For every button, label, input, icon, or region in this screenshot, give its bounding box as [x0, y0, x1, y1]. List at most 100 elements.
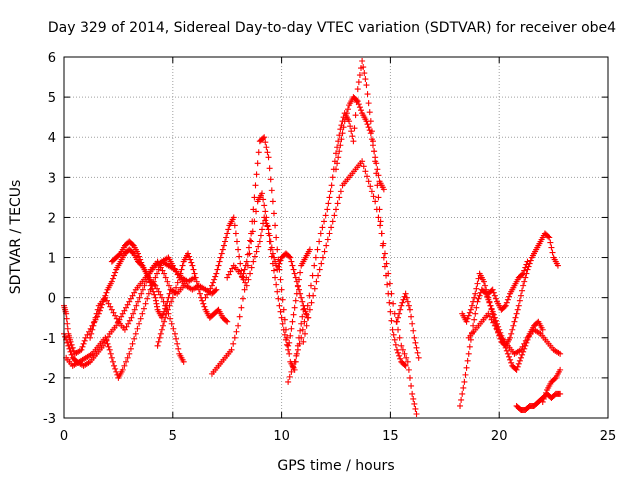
data-point	[399, 299, 406, 306]
data-point	[287, 332, 294, 339]
data-point	[367, 183, 374, 190]
data-point	[413, 410, 420, 417]
data-point	[311, 262, 318, 269]
data-point	[265, 226, 272, 233]
data-point	[176, 274, 183, 281]
data-point	[270, 254, 277, 261]
data-point	[133, 302, 140, 309]
data-point	[289, 262, 296, 269]
data-point	[274, 246, 281, 253]
data-point	[490, 319, 497, 326]
data-point	[193, 278, 200, 285]
data-point	[548, 244, 555, 251]
data-point	[253, 208, 260, 215]
data-point	[508, 330, 515, 337]
data-point	[107, 303, 114, 310]
data-point	[415, 354, 422, 361]
data-point	[496, 331, 503, 338]
data-point	[162, 314, 169, 321]
data-point	[519, 351, 526, 358]
data-point	[472, 290, 479, 297]
data-point	[404, 298, 411, 305]
data-point	[94, 306, 101, 313]
data-point	[191, 270, 198, 277]
data-point	[266, 232, 273, 239]
data-point	[409, 320, 416, 327]
y-tick-label: 0	[48, 292, 56, 307]
data-point	[131, 289, 138, 296]
data-point	[136, 294, 143, 301]
data-point	[401, 361, 408, 368]
data-point	[277, 257, 284, 264]
data-point	[64, 339, 71, 346]
data-point	[277, 308, 284, 315]
x-tick-label: 10	[273, 429, 290, 444]
data-point	[170, 325, 177, 332]
data-point	[144, 295, 151, 302]
data-point	[237, 260, 244, 267]
data-point	[243, 258, 250, 265]
data-point	[286, 373, 293, 380]
data-point	[129, 292, 136, 299]
data-point	[161, 318, 168, 325]
data-point	[303, 322, 310, 329]
data-point	[288, 325, 295, 332]
data-point	[298, 334, 305, 341]
data-point	[297, 269, 304, 276]
data-point	[214, 266, 221, 273]
data-point	[202, 294, 209, 301]
x-axis-label: GPS time / hours	[277, 458, 394, 474]
data-point	[365, 100, 372, 107]
data-point	[174, 279, 181, 286]
data-point	[251, 253, 258, 260]
data-point	[154, 285, 161, 292]
y-tick-label: -1	[43, 332, 56, 347]
data-point	[242, 279, 249, 286]
data-point	[397, 306, 404, 313]
data-point	[475, 275, 482, 282]
data-point	[187, 256, 194, 263]
data-point	[514, 363, 521, 370]
data-point	[312, 254, 319, 261]
data-point	[291, 304, 298, 311]
data-point	[390, 300, 397, 307]
data-point	[212, 287, 219, 294]
data-point	[398, 302, 405, 309]
data-point	[157, 264, 164, 271]
data-point	[139, 286, 146, 293]
y-tick-label: -2	[43, 372, 56, 387]
data-point	[389, 326, 396, 333]
data-point	[511, 318, 518, 325]
data-point	[401, 350, 408, 357]
data-point	[337, 126, 344, 133]
data-point	[216, 258, 223, 265]
data-point	[278, 314, 285, 321]
data-point	[280, 326, 287, 333]
data-point	[165, 282, 172, 289]
data-point	[230, 214, 237, 221]
data-point	[348, 128, 355, 135]
data-point	[197, 290, 203, 297]
data-point	[306, 306, 313, 313]
data-point	[188, 259, 195, 266]
data-point	[542, 389, 549, 396]
data-point	[505, 353, 512, 360]
series-track-16	[465, 310, 564, 357]
data-point	[334, 200, 341, 207]
data-point	[91, 318, 98, 325]
data-point	[325, 200, 332, 207]
data-point	[236, 253, 243, 260]
data-point	[151, 291, 158, 298]
data-point	[195, 286, 202, 293]
y-tick-label: 2	[48, 211, 56, 226]
data-point	[365, 124, 372, 131]
data-point	[211, 276, 218, 283]
data-point	[280, 306, 287, 313]
data-point	[215, 262, 222, 269]
data-point	[380, 254, 387, 261]
data-point	[201, 303, 208, 310]
data-point	[233, 328, 240, 335]
data-point	[410, 395, 417, 402]
data-point	[329, 218, 336, 225]
data-point	[151, 281, 158, 288]
